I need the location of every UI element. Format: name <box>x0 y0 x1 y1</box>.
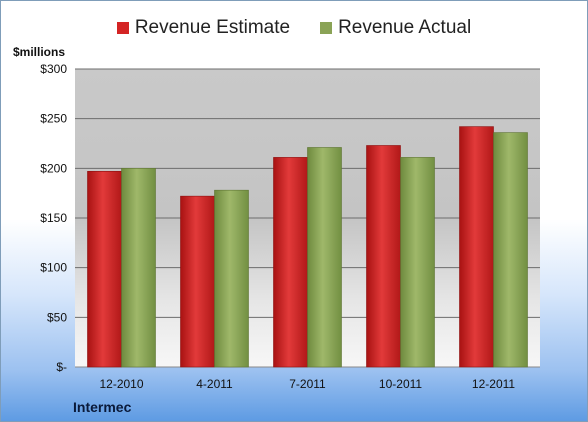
y-axis-unit-label: $millions <box>13 45 66 59</box>
legend: Revenue Estimate Revenue Actual <box>1 17 587 39</box>
bar-revenue-estimate <box>366 145 401 368</box>
x-tick-label: 4-2011 <box>196 377 233 391</box>
bar-revenue-actual <box>214 189 249 368</box>
bar-revenue-actual <box>307 147 342 368</box>
bar-revenue-actual <box>400 157 435 368</box>
x-tick-label: 12-2010 <box>99 377 143 391</box>
x-tick-label: 10-2011 <box>379 377 422 391</box>
y-tick-label: $200 <box>40 161 67 175</box>
bar-revenue-estimate <box>180 195 215 368</box>
y-tick-label: $150 <box>40 211 67 225</box>
bar-revenue-estimate <box>273 157 308 368</box>
y-tick-label: $50 <box>47 310 67 324</box>
bar-revenue-estimate <box>87 171 122 368</box>
x-tick-label: 12-2011 <box>472 377 515 391</box>
legend-item-estimate: Revenue Estimate <box>116 17 291 39</box>
y-tick-label: $300 <box>40 62 67 76</box>
legend-swatch-actual <box>320 22 333 34</box>
y-tick-label: $250 <box>40 112 67 126</box>
bar-revenue-actual <box>121 168 156 368</box>
y-tick-label: $- <box>56 360 67 374</box>
legend-swatch-estimate <box>116 22 129 34</box>
x-tick-label: 7-2011 <box>289 377 326 391</box>
legend-item-actual: Revenue Actual <box>320 17 471 39</box>
bar-revenue-actual <box>493 132 528 368</box>
legend-label-estimate: Revenue Estimate <box>134 17 291 38</box>
y-tick-label: $100 <box>40 261 67 275</box>
legend-label-actual: Revenue Actual <box>338 17 472 38</box>
bar-revenue-estimate <box>459 126 494 368</box>
company-name: Intermec <box>73 399 132 415</box>
